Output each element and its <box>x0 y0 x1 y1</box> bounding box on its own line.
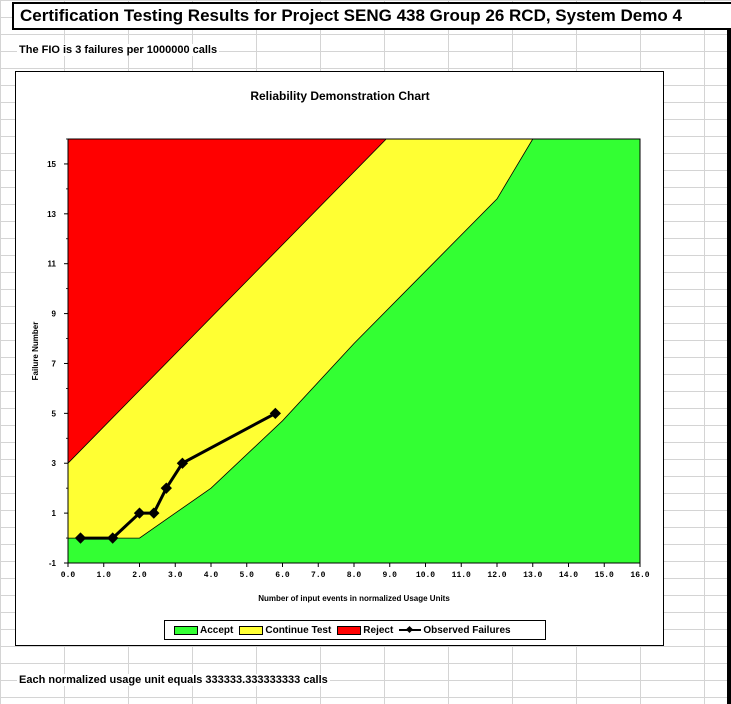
legend-item-continue: Continue Test <box>239 625 331 636</box>
chart-title: Reliability Demonstration Chart <box>250 89 429 103</box>
legend-line-icon <box>399 626 422 634</box>
observed-failure-point <box>176 457 189 469</box>
sheet-title: Certification Testing Results for Projec… <box>20 6 682 25</box>
x-tick-label: 5.0 <box>240 571 255 580</box>
y-tick-label: 1 <box>52 509 57 518</box>
legend-item-observed: Observed Failures <box>399 624 511 636</box>
x-tick-label: 7.0 <box>311 571 326 580</box>
y-tick-label: 11 <box>48 260 57 269</box>
y-tick-label: 9 <box>52 310 57 319</box>
x-tick-label: 3.0 <box>168 571 183 580</box>
legend-label-continue: Continue Test <box>265 624 332 636</box>
legend-swatch-continue <box>239 625 264 635</box>
y-tick-label: 15 <box>47 160 56 169</box>
x-tick-label: 8.0 <box>347 571 362 580</box>
x-tick-label: 16.0 <box>630 571 649 580</box>
observed-failure-point <box>148 507 160 519</box>
fio-note: The FIO is 3 failures per 1000000 calls <box>17 44 220 56</box>
sheet-title-bar: Certification Testing Results for Projec… <box>12 2 731 30</box>
x-tick-label: 11.0 <box>452 571 471 580</box>
legend-label-observed: Observed Failures <box>423 624 511 636</box>
y-tick-label: 13 <box>47 210 56 219</box>
legend-label-accept: Accept <box>200 624 234 636</box>
x-tick-label: 9.0 <box>383 571 398 580</box>
sheet-right-border <box>727 30 731 704</box>
x-tick-label: 4.0 <box>204 571 219 580</box>
x-tick-label: 2.0 <box>132 571 147 580</box>
legend-swatch-accept <box>174 625 198 635</box>
chart-legend: Accept Continue Test Reject Observed Fai… <box>164 620 546 640</box>
legend-swatch-reject <box>337 625 362 635</box>
x-tick-label: 15.0 <box>595 571 614 580</box>
x-tick-label: 6.0 <box>275 571 290 580</box>
observed-failure-point <box>269 407 282 420</box>
y-tick-label: 3 <box>52 459 57 468</box>
y-tick-label: 5 <box>52 409 57 418</box>
x-tick-label: 10.0 <box>416 571 435 580</box>
x-tick-label: 12.0 <box>487 571 506 580</box>
x-tick-label: 0.0 <box>61 571 76 580</box>
x-tick-label: 13.0 <box>523 571 542 580</box>
usage-unit-note: Each normalized usage unit equals 333333… <box>17 674 330 686</box>
legend-item-reject: Reject <box>337 625 393 636</box>
legend-label-reject: Reject <box>363 624 394 636</box>
y-tick-label: -1 <box>49 559 57 568</box>
chart-canvas: Reliability Demonstration Chart 0.0 1.0 2.0… <box>31 89 650 603</box>
x-tick-label: 1.0 <box>97 571 112 580</box>
y-tick-label: 7 <box>52 359 57 368</box>
boundary-reject-line <box>67 138 387 464</box>
y-axis-label: Failure Number <box>31 322 40 381</box>
boundary-accept-line <box>68 138 534 539</box>
reliability-chart[interactable]: Reliability Demonstration Chart 0.0 1.0 2.0… <box>15 71 664 646</box>
x-tick-label: 14.0 <box>559 571 578 580</box>
x-axis-label: Number of input events in normalized Usa… <box>258 594 450 603</box>
legend-item-accept: Accept <box>174 625 233 636</box>
observed-failure-point <box>160 482 172 494</box>
